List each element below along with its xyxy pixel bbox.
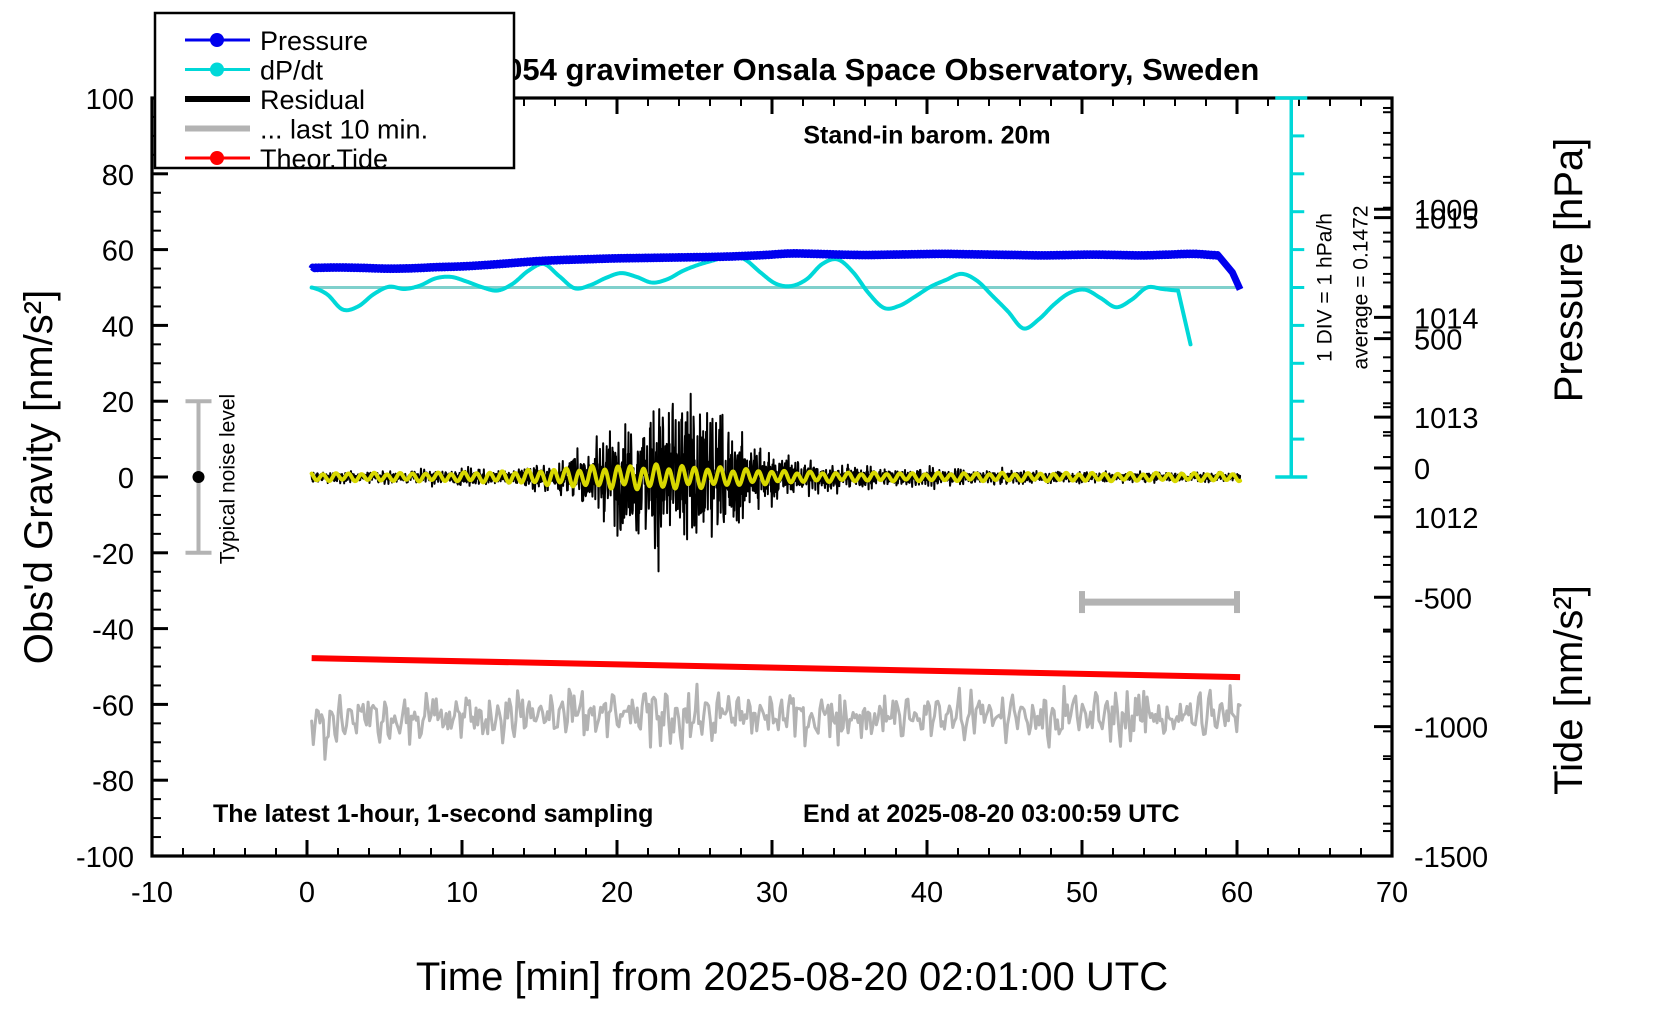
x-tick-label: 40 xyxy=(911,877,943,909)
y-tick-label: 60 xyxy=(102,236,134,268)
pressure-tick-label: 1012 xyxy=(1414,503,1479,535)
legend-label-2: dP/dt xyxy=(260,56,324,86)
series-theor-tide xyxy=(311,655,1241,681)
x-tick-label: 30 xyxy=(756,877,788,909)
tide-tick-label: -1000 xyxy=(1414,713,1488,745)
x-tick-label: 0 xyxy=(299,877,315,909)
y-tick-label: 100 xyxy=(86,84,134,116)
legend-marker-2 xyxy=(210,62,224,77)
tide-axis-title: Tide [nm/s²] xyxy=(1547,585,1591,795)
y-tick-label: -60 xyxy=(92,690,134,722)
tide-tick-label: 0 xyxy=(1414,454,1430,486)
y-tick-label: 0 xyxy=(118,463,134,495)
y-tick-label: -40 xyxy=(92,615,134,647)
tide-tick-label: 500 xyxy=(1414,325,1462,357)
pressure-tick-label: 1015 xyxy=(1414,204,1479,236)
y-tick-label: 40 xyxy=(102,311,134,343)
series-pressure xyxy=(308,249,1244,291)
legend-marker-1 xyxy=(210,33,224,47)
end-time-label: End at 2025-08-20 03:00:59 UTC xyxy=(803,800,1180,828)
tide-tick-label: -1500 xyxy=(1414,842,1488,874)
y-tick-label: -20 xyxy=(92,539,134,571)
x-tick-label: 50 xyxy=(1066,877,1098,909)
x-tick-label: 10 xyxy=(446,877,478,909)
x-tick-label: 60 xyxy=(1221,877,1253,909)
y-tick-label: -80 xyxy=(92,766,134,798)
series-residual-smoothed xyxy=(309,462,1243,492)
tide-tick-label: -500 xyxy=(1414,583,1472,615)
y-tick-label: 20 xyxy=(102,387,134,419)
div-scale-label: 1 DIV = 1 hPa/h xyxy=(1313,213,1336,362)
legend-label-3: Residual xyxy=(260,85,365,115)
legend-marker-5 xyxy=(210,151,224,165)
legend-label-1: Pressure xyxy=(260,26,368,56)
x-tick-label: 70 xyxy=(1376,877,1408,909)
average-label: average = 0.1472 xyxy=(1349,205,1372,369)
y-tick-label: 80 xyxy=(102,160,134,192)
chart-title: SCG_054 gravimeter Onsala Space Observat… xyxy=(421,52,1260,87)
pressure-tick-label: 1014 xyxy=(1414,303,1479,335)
x-tick-label: -10 xyxy=(131,877,173,909)
noise-marker-dot xyxy=(192,471,205,483)
x-axis-title: Time [min] from 2025-08-20 02:01:00 UTC xyxy=(416,955,1168,999)
x-tick-label: 20 xyxy=(601,877,633,909)
y-tick-label: -100 xyxy=(76,842,134,874)
latest-sampling-label: The latest 1-hour, 1-second sampling xyxy=(213,800,653,828)
pressure-axis-title: Pressure [hPa] xyxy=(1547,138,1591,403)
y-axis-title: Obs'd Gravity [nm/s²] xyxy=(17,290,61,664)
tide-tick-label: 1000 xyxy=(1414,195,1479,227)
typical-noise-level-label: Typical noise level xyxy=(217,394,240,564)
pressure-tick-label: 1013 xyxy=(1414,403,1479,435)
stand-in-barom-label: Stand-in barom. 20m xyxy=(803,121,1050,149)
legend-label-4: ... last 10 min. xyxy=(260,115,428,145)
legend-label-5: Theor.Tide xyxy=(260,144,388,174)
series-last-10-min xyxy=(310,682,1242,761)
